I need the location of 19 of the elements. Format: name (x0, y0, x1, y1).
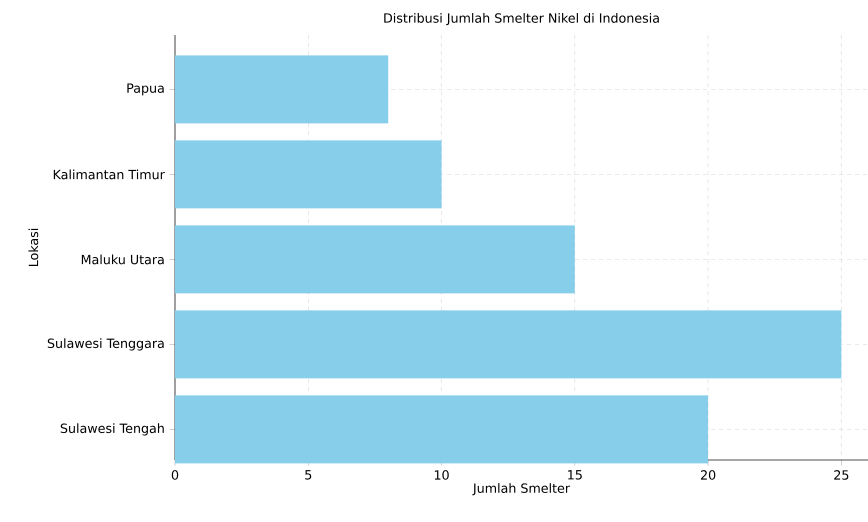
bar (175, 55, 388, 124)
x-axis-title: Jumlah Smelter (472, 483, 570, 496)
x-tick-label: 20 (700, 470, 716, 480)
bar (175, 395, 708, 464)
x-tick-label: 25 (834, 470, 848, 480)
bar (175, 140, 442, 208)
bar (175, 225, 575, 294)
y-tick-label: Sulawesi Tenggara (48, 338, 164, 351)
y-tick-label: Kalimantan Timur (54, 170, 165, 180)
chart-title: Distribusi Jumlah Smelter Nikel di Indonesia (384, 13, 659, 26)
y-tick-label: Maluku Utara (82, 254, 164, 264)
y-tick-label: Sulawesi Tengah (60, 423, 164, 436)
y-axis-title: Lokasi (28, 228, 38, 266)
x-tick-label: 0 (172, 470, 178, 480)
bar (175, 310, 842, 378)
x-tick-label: 10 (434, 470, 449, 480)
x-tick-label: 15 (568, 470, 582, 480)
x-tick-label: 5 (305, 470, 312, 480)
y-tick-label: Papua (127, 83, 164, 96)
